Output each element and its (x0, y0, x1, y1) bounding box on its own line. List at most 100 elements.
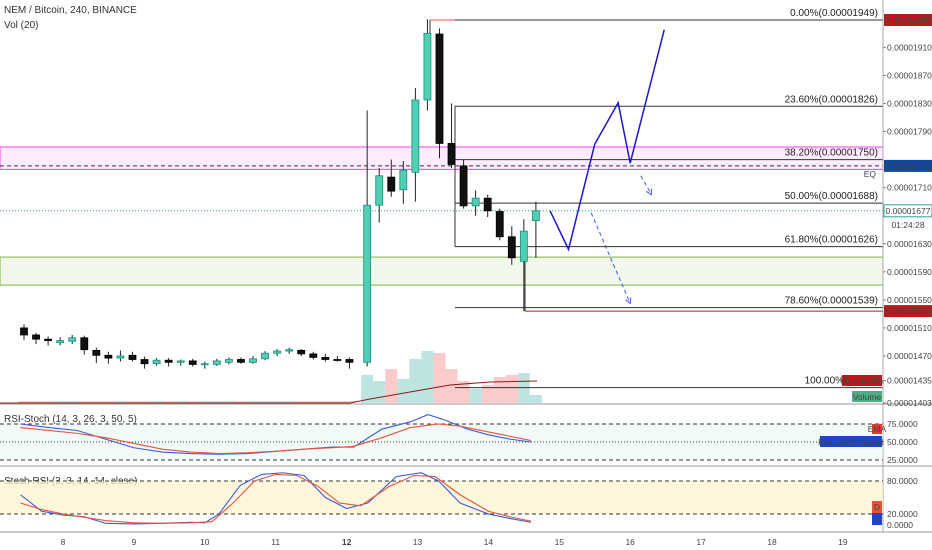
stoch-rsi-d-line (20, 473, 532, 524)
volume-ma-badge-label: Volume MA (840, 376, 884, 386)
volume-bar (457, 381, 470, 403)
fib-label: 23.60%(0.00001826) (785, 94, 878, 105)
candle-body (387, 176, 396, 192)
volume-bar (397, 379, 410, 403)
volume-bar (126, 401, 139, 403)
price-badge-label: 0.00001534 (886, 306, 931, 316)
rsi-stoch-tick: 25.0000 (887, 455, 918, 465)
volume-bar (505, 375, 518, 403)
candle-body (333, 359, 342, 361)
volume-ma-badge (842, 375, 882, 386)
volume-badge (852, 391, 882, 402)
y-tick-label: 0.00001510 (887, 323, 932, 333)
volume-bar (234, 401, 247, 403)
rsi-stoch-tick: 50.0000 (887, 437, 918, 447)
candle-body (447, 143, 456, 165)
x-tick-label: 15 (555, 537, 565, 547)
x-tick-label: 9 (132, 537, 137, 547)
x-tick-label: 18 (767, 537, 777, 547)
candle-body (68, 337, 77, 342)
x-tick-label: 17 (696, 537, 706, 547)
d-badge (872, 501, 882, 513)
candle-body (363, 204, 372, 363)
volume-bar (373, 381, 386, 403)
volume-bar (421, 351, 434, 403)
projection-arrowhead (625, 297, 632, 305)
volume-bar (210, 401, 223, 403)
k-badge-label: K (874, 514, 880, 524)
fib-label: 50.00%(0.00001688) (785, 191, 878, 202)
candle-body (128, 354, 137, 360)
candle-body (273, 350, 282, 354)
x-tick-label: 10 (200, 537, 210, 547)
x-tick-label: 19 (838, 537, 848, 547)
volume-bar (150, 401, 163, 403)
candle-body (495, 211, 504, 238)
candle-body (140, 359, 149, 365)
candle-body (176, 360, 185, 363)
fib-label: 61.80%(0.00001626) (785, 235, 878, 246)
candle-body (188, 360, 197, 365)
y-tick-label: 0.00001710 (887, 183, 932, 193)
x-tick-label: 16 (625, 537, 635, 547)
volume-bar (295, 401, 308, 403)
price-badge (884, 14, 932, 26)
ema-badge-label: EMA (868, 424, 887, 434)
price-badge (884, 159, 932, 172)
volume-bar (493, 377, 506, 403)
candle-body (411, 99, 420, 173)
countdown: 01:24:28 (891, 220, 924, 230)
volume-bar (30, 401, 43, 403)
candle-body (237, 359, 245, 363)
price-badge-label: 0.00001949 (886, 15, 931, 25)
volume-bar (283, 401, 296, 403)
y-tick-label: 0.00001790 (887, 127, 932, 137)
volume-bar (529, 395, 542, 403)
candle-body (345, 359, 354, 363)
volume-bar (307, 401, 320, 403)
stoch-rsi-tick: 80.0000 (887, 476, 918, 486)
x-tick-label: 11 (271, 537, 280, 547)
fib-label: 78.60%(0.00001539) (785, 296, 878, 307)
rsi-stoch-slow-line (20, 423, 532, 455)
rsi-stoch-tick: 75.0000 (887, 419, 918, 429)
projection-arrow (640, 175, 652, 195)
y-tick-label: 0.00001470 (887, 351, 932, 361)
volume-bar (385, 369, 398, 403)
candle-body (212, 360, 221, 365)
candle-body (321, 357, 330, 360)
volume-bar (114, 401, 127, 403)
volume-bar (138, 401, 151, 403)
stoch-rsi-k-line (20, 472, 532, 525)
volume-bar (222, 401, 235, 403)
candle-body (56, 340, 65, 344)
volume-bar (247, 401, 260, 403)
y-tick-label: 0.00001403 (887, 398, 932, 408)
y-tick-label: 0.00001630 (887, 239, 932, 249)
volume-bar (445, 369, 458, 403)
volume-bar (174, 401, 187, 403)
ema-badge (872, 424, 882, 434)
d-badge-label: D (874, 502, 880, 512)
volume-bar (18, 401, 31, 403)
hybrid-badge (820, 436, 882, 447)
candle-body (92, 349, 101, 356)
price-badge-label: 0.00001741 (886, 161, 931, 171)
volume-bar (361, 375, 374, 403)
projection-path (549, 29, 665, 252)
volume-bar (433, 353, 446, 403)
volume-bar (343, 401, 356, 403)
chart-title: NEM / Bitcoin, 240, BINANCE (4, 5, 137, 16)
stoch-rsi-band (0, 481, 883, 514)
candle-body (297, 349, 306, 355)
zone-support (0, 256, 884, 286)
volume-bar (271, 401, 284, 403)
candle-body (471, 197, 480, 207)
candle-body (164, 359, 173, 363)
candle-body (459, 165, 468, 207)
candle-body (261, 352, 269, 360)
fib-label: 100.00%(0.0000 (805, 376, 879, 387)
volume-bar (42, 401, 55, 403)
volume-bar (331, 401, 344, 403)
